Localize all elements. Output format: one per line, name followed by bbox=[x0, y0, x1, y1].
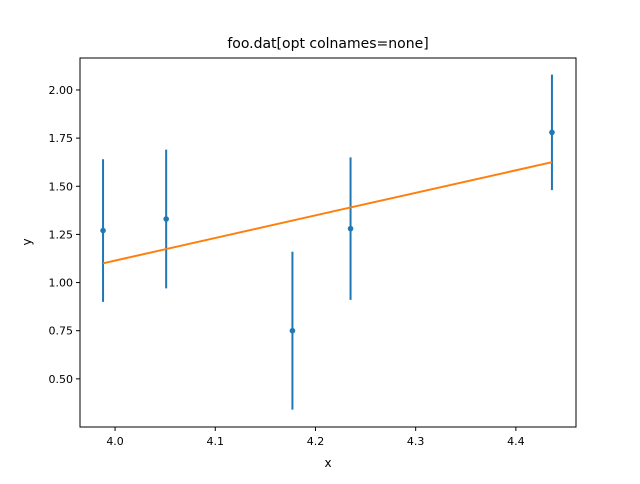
x-tick-label: 4.4 bbox=[507, 435, 525, 448]
y-tick-label: 1.50 bbox=[49, 180, 74, 193]
y-tick-label: 0.50 bbox=[49, 373, 74, 386]
x-tick-label: 4.3 bbox=[407, 435, 425, 448]
y-tick-label: 1.75 bbox=[49, 132, 74, 145]
x-tick-label: 4.1 bbox=[207, 435, 225, 448]
data-point bbox=[549, 129, 555, 136]
x-axis-label: x bbox=[324, 456, 331, 470]
data-point bbox=[347, 225, 354, 232]
y-tick-label: 1.00 bbox=[49, 277, 74, 290]
y-axis-label: y bbox=[20, 238, 34, 245]
axes-frame bbox=[79, 57, 577, 428]
y-tick-label: 0.75 bbox=[49, 325, 74, 338]
chart-title: foo.dat[opt colnames=none] bbox=[227, 36, 428, 52]
data-point bbox=[100, 227, 106, 234]
x-tick-label: 4.0 bbox=[106, 435, 124, 448]
data-point bbox=[289, 327, 296, 334]
y-tick-label: 1.25 bbox=[49, 228, 74, 241]
y-tick-label: 2.00 bbox=[49, 84, 74, 97]
data-point bbox=[163, 216, 169, 222]
x-tick-label: 4.2 bbox=[307, 435, 325, 448]
fit-line bbox=[102, 161, 553, 265]
